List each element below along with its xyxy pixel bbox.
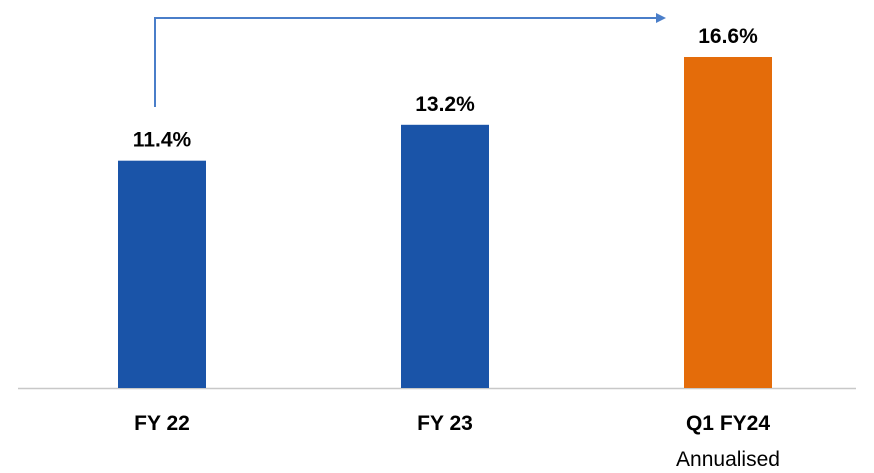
- bars-group: [118, 57, 772, 389]
- value-label-1: 11.4%: [133, 129, 192, 152]
- bar-2: [401, 124, 489, 389]
- bar-3: [684, 57, 772, 388]
- category-label-3: Q1 FY24: [686, 412, 770, 435]
- category-label-1: FY 22: [134, 412, 190, 435]
- value-label-2: 13.2%: [415, 93, 475, 116]
- value-labels-group: 11.4% 13.2% 16.6%: [133, 25, 758, 152]
- category-labels-group: FY 22 FY 23 Q1 FY24 Annualised: [134, 412, 780, 471]
- category-sublabel-3: Annualised: [676, 448, 780, 471]
- bar-1: [118, 160, 206, 388]
- value-label-3: 16.6%: [698, 25, 758, 48]
- category-label-2: FY 23: [417, 412, 473, 435]
- growth-arrow: [154, 13, 666, 107]
